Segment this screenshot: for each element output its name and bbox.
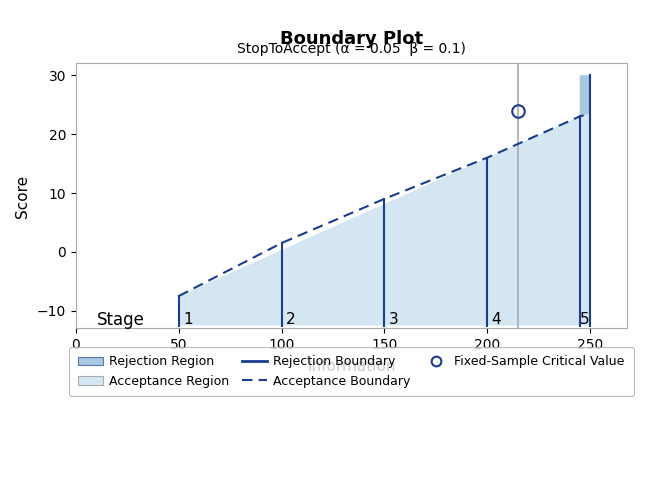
Polygon shape bbox=[579, 75, 590, 116]
Text: 2: 2 bbox=[286, 312, 295, 327]
Text: StopToAccept (α = 0.05  β = 0.1): StopToAccept (α = 0.05 β = 0.1) bbox=[237, 42, 466, 56]
Polygon shape bbox=[178, 116, 579, 326]
Text: 3: 3 bbox=[388, 312, 398, 327]
Polygon shape bbox=[579, 114, 590, 326]
Text: Stage: Stage bbox=[97, 310, 145, 328]
Text: 5: 5 bbox=[579, 312, 589, 327]
Text: 1: 1 bbox=[183, 312, 192, 327]
Title: Boundary Plot: Boundary Plot bbox=[280, 30, 423, 48]
Text: 4: 4 bbox=[492, 312, 501, 327]
Legend: Rejection Region, Acceptance Region, Rejection Boundary, Acceptance Boundary, Fi: Rejection Region, Acceptance Region, Rej… bbox=[69, 346, 633, 397]
Y-axis label: Score: Score bbox=[15, 174, 30, 218]
X-axis label: Information: Information bbox=[307, 359, 396, 374]
